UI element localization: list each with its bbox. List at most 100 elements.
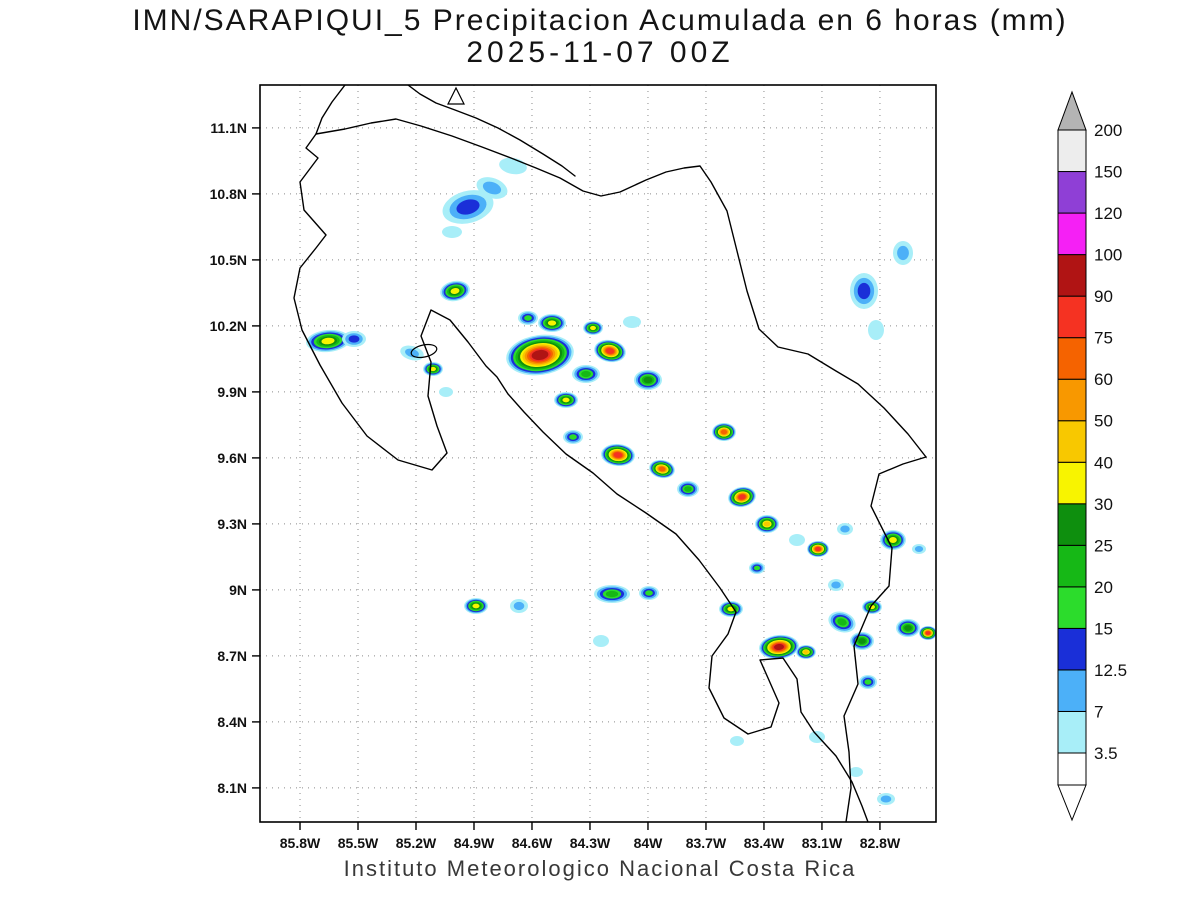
- colorbar-level-label: 40: [1094, 453, 1113, 472]
- precip-contour-ring: [774, 643, 784, 651]
- precip-contour-ring: [849, 767, 863, 777]
- colorbar-level-label: 200: [1094, 121, 1122, 140]
- colorbar-level-label: 12.5: [1094, 661, 1127, 680]
- precip-contour-ring: [925, 631, 931, 635]
- colorbar-level-label: 7: [1094, 702, 1103, 721]
- lon-tick-label: 85.5W: [338, 835, 379, 851]
- colorbar-segment: [1057, 420, 1087, 463]
- precip-contour-ring: [831, 581, 841, 589]
- precip-cell: [649, 459, 675, 479]
- precip-contour-ring: [897, 245, 909, 261]
- island-outline: [410, 343, 438, 359]
- precip-contour-ring: [837, 618, 847, 626]
- lat-tick-label: 9.3N: [217, 516, 247, 532]
- precip-cell: [554, 392, 578, 408]
- precip-cell: [594, 585, 630, 603]
- precip-contour-ring: [803, 650, 809, 654]
- precip-cell: [639, 586, 659, 600]
- precip-contour-ring: [456, 199, 480, 215]
- precip-cell: [828, 579, 844, 591]
- colorbar-segment: [1057, 378, 1087, 422]
- precip-contour-ring: [569, 434, 577, 440]
- lat-tick-label: 11.1N: [210, 120, 247, 136]
- precip-contour-ring: [439, 387, 453, 397]
- precip-contour-ring: [643, 376, 653, 384]
- colorbar-segment: [1057, 461, 1087, 505]
- colorbar-level-label: 30: [1094, 495, 1113, 514]
- precip-cell: [796, 645, 816, 659]
- plot-frame: [259, 84, 937, 823]
- precip-contour-ring: [547, 320, 557, 326]
- precip-cell: [828, 611, 856, 633]
- precip-contour-ring: [889, 537, 897, 543]
- precip-cell: [594, 339, 626, 363]
- precip-contour-ring: [753, 565, 761, 571]
- lat-tick-label: 9N: [229, 582, 247, 598]
- precip-contour-ring: [562, 397, 570, 403]
- lat-tick-label: 9.6N: [217, 450, 247, 466]
- precip-contour-ring: [430, 366, 436, 372]
- colorbar-segment: [1057, 129, 1087, 173]
- colorbar-level-label: 20: [1094, 578, 1113, 597]
- precip-contour-ring: [605, 348, 615, 354]
- precip-contour-ring: [720, 429, 728, 435]
- precip-contour-ring: [605, 590, 619, 598]
- precip-contour-ring: [590, 325, 596, 331]
- precip-contour-ring: [513, 601, 525, 611]
- precip-cell: [634, 370, 662, 390]
- lat-tick-label: 10.8N: [210, 186, 247, 202]
- lon-tick-label: 83.4W: [744, 835, 785, 851]
- precip-cell: [755, 515, 779, 533]
- precip-cell: [439, 387, 453, 397]
- coastline-path: [843, 456, 927, 822]
- title-line-1: IMN/SARAPIQUI_5 Precipitacion Acumulada …: [132, 4, 1068, 37]
- colorbar-segment: [1057, 295, 1087, 339]
- precip-cell: [849, 767, 863, 777]
- precip-contour-ring: [815, 546, 821, 552]
- coastline: [293, 85, 927, 822]
- lon-tick-label: 84.3W: [570, 835, 611, 851]
- precip-contour-ring: [684, 486, 692, 492]
- footer-text: Instituto Meteorologico Nacional Costa R…: [343, 856, 857, 881]
- lon-tick-label: 84.9W: [454, 835, 495, 851]
- colorbar-segment: [1057, 254, 1087, 297]
- precip-cell: [572, 365, 600, 383]
- colorbar-under-box: [1057, 752, 1087, 786]
- precip-cell: [583, 321, 603, 335]
- colorbar-level-label: 25: [1094, 536, 1113, 555]
- chart-title: IMN/SARAPIQUI_5 Precipitacion Acumulada …: [0, 4, 1200, 69]
- precip-contour-ring: [738, 494, 746, 500]
- precip-cell: [759, 634, 799, 660]
- precip-contour-ring: [880, 795, 892, 803]
- precip-contour-ring: [789, 534, 805, 546]
- title-line-2: 2025-11-07 00Z: [466, 36, 734, 69]
- precip-contour-ring: [840, 525, 850, 533]
- precip-contour-ring: [730, 736, 744, 746]
- precip-cell: [306, 329, 350, 353]
- colorbar-level-label: 3.5: [1094, 744, 1118, 763]
- precip-cell: [712, 423, 736, 441]
- precip-contour-ring: [442, 226, 462, 238]
- precip-cell: [593, 635, 609, 647]
- precip-contour-ring: [645, 590, 653, 596]
- precip-cell: [442, 226, 462, 238]
- precip-cell: [464, 598, 488, 614]
- lat-tick-label: 8.4N: [217, 714, 247, 730]
- precip-contour-ring: [763, 521, 771, 527]
- precip-cell: [896, 619, 920, 637]
- precip-cell: [506, 334, 574, 376]
- coastline-path: [315, 118, 927, 458]
- precip-contour-ring: [405, 348, 419, 358]
- precip-cell: [850, 632, 874, 650]
- precip-contour-ring: [348, 335, 360, 343]
- lake-island-triangle: [447, 86, 465, 105]
- coastline-path: [407, 85, 576, 177]
- precip-contour-ring: [450, 287, 460, 295]
- lat-tick-label: 10.5N: [210, 252, 247, 268]
- precip-contour-ring: [914, 546, 924, 552]
- colorbar-segment: [1057, 627, 1087, 671]
- colorbar-level-label: 120: [1094, 204, 1122, 223]
- colorbar-segment: [1057, 586, 1087, 629]
- precip-cell: [877, 793, 895, 805]
